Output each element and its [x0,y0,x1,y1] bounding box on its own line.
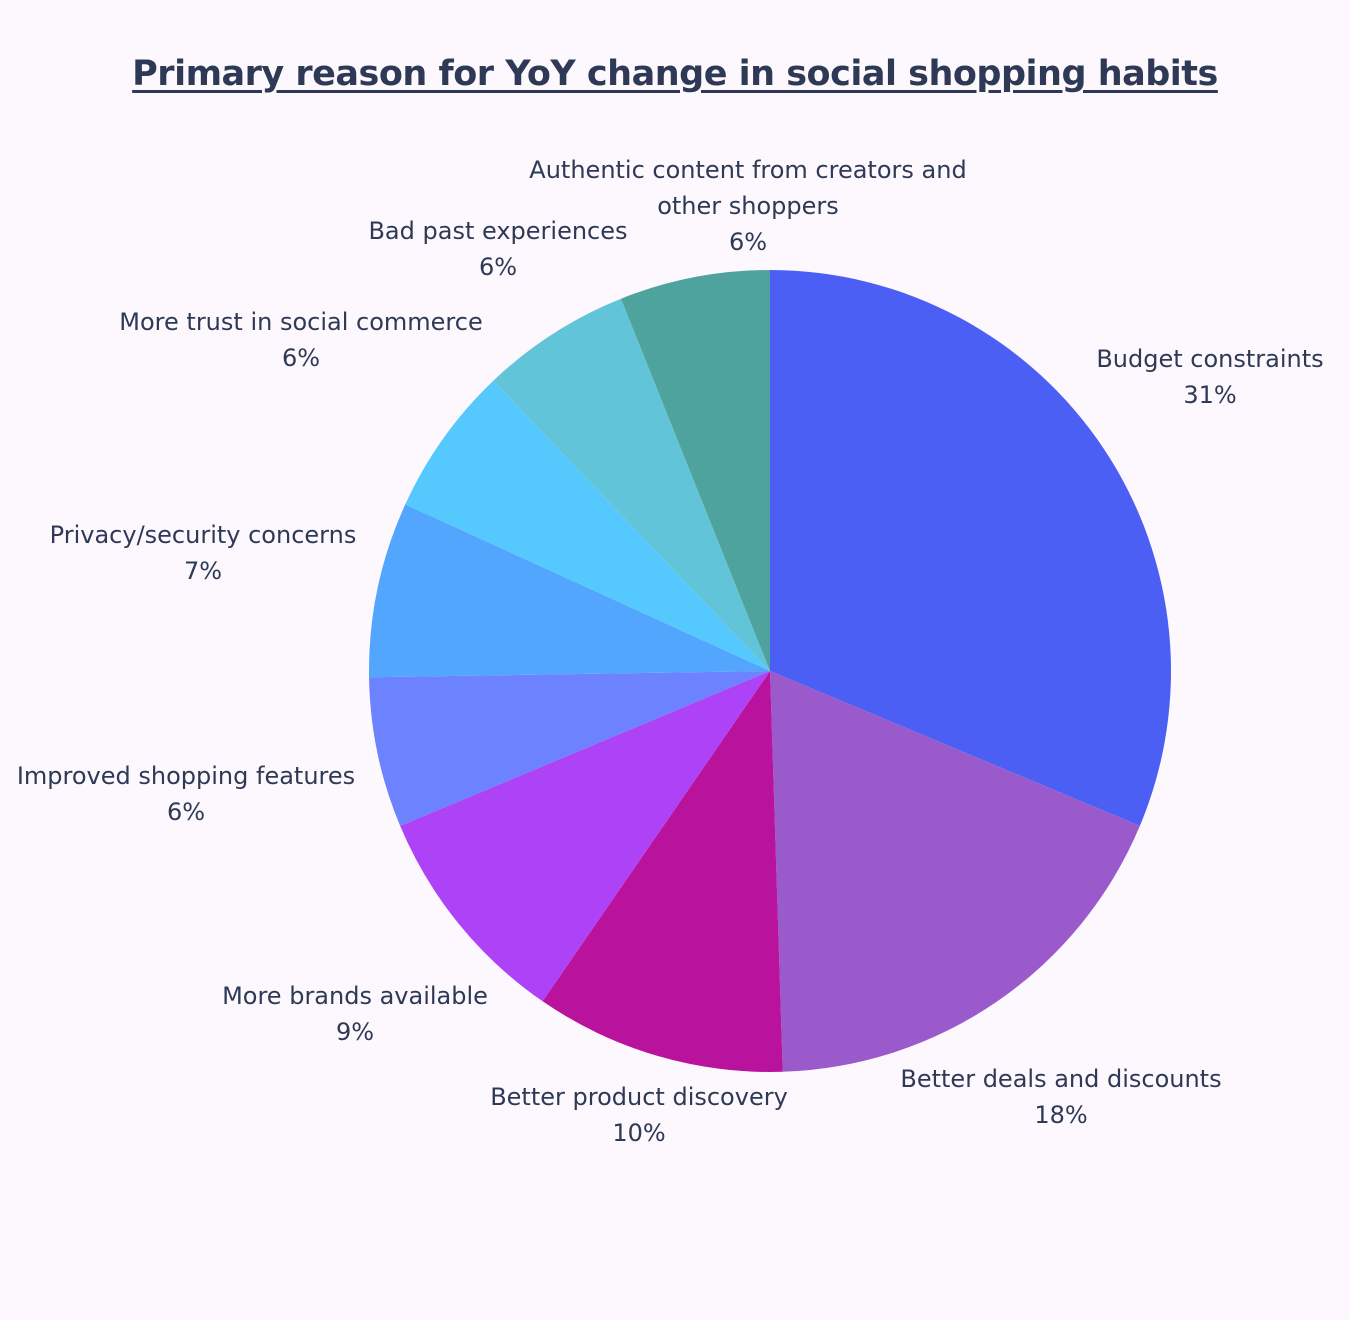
slice-label-5: Improved shopping features 6% [0,758,376,830]
pie-slice-9 [620,270,770,671]
slice-label-9: Authentic content from creators and othe… [508,152,988,260]
slice-value: 6% [166,798,206,826]
slice-label-6: Privacy/security concerns 7% [23,517,383,589]
slice-value: 6% [478,253,518,281]
slice-value: 10% [612,1119,666,1147]
slice-value: 6% [728,228,768,256]
slice-name: More brands available [222,982,488,1010]
pie-slice-7 [405,380,770,671]
slice-value: 7% [183,557,223,585]
slice-value: 18% [1034,1101,1088,1129]
slice-label-3: Better product discovery 10% [459,1079,819,1151]
slice-label-2: Better deals and discounts 18% [861,1061,1261,1133]
pie-slice-3 [542,671,783,1073]
slice-name: Better product discovery [490,1083,788,1111]
pie-slices [368,270,1171,1073]
slice-label-1: Budget constraints 31% [1070,341,1350,413]
slice-name: Better deals and discounts [900,1065,1222,1093]
slice-name: Improved shopping features [16,762,356,790]
pie-slice-1 [770,270,1171,826]
chart-title: Primary reason for YoY change in social … [132,54,1218,94]
pie-slice-6 [368,504,770,678]
slice-value: 9% [335,1018,375,1046]
pie-slice-8 [493,298,770,671]
slice-name: Privacy/security concerns [49,521,357,549]
pie-slice-2 [770,671,1140,1072]
pie-slice-4 [400,671,770,1002]
slice-name: Authentic content from creators and othe… [529,156,967,220]
slice-label-7: More trust in social commerce 6% [91,304,511,376]
slice-name: Bad past experiences [368,217,628,245]
slice-label-8: Bad past experiences 6% [338,213,658,285]
slice-name: Budget constraints [1096,345,1324,373]
slice-value: 6% [281,344,321,372]
pie-slice-5 [369,671,770,826]
slice-value: 31% [1183,381,1237,409]
slice-name: More trust in social commerce [119,308,483,336]
slice-label-4: More brands available 9% [195,978,515,1050]
